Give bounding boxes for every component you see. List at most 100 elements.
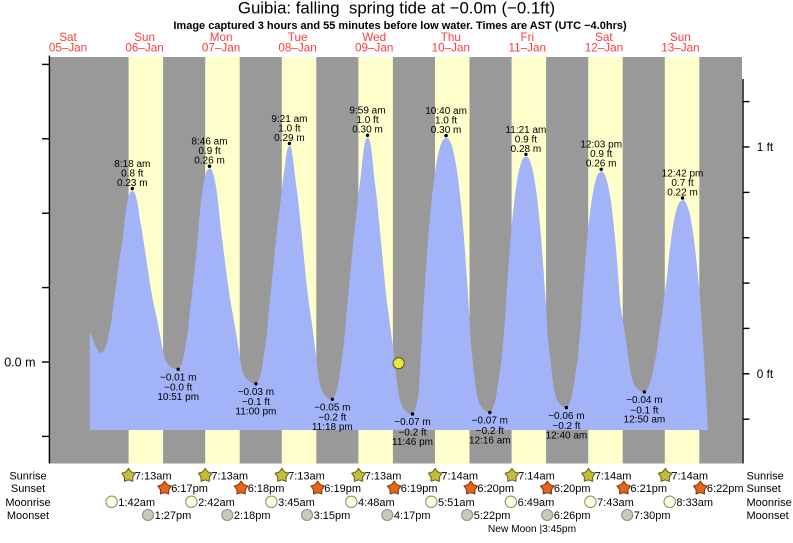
svg-text:1:42am: 1:42am <box>118 497 155 509</box>
svg-text:6:19pm: 6:19pm <box>324 483 361 495</box>
svg-text:0.23 m: 0.23 m <box>117 178 148 189</box>
svg-text:6:17pm: 6:17pm <box>171 483 208 495</box>
svg-text:0.8 ft: 0.8 ft <box>121 169 143 180</box>
svg-text:1.0 ft: 1.0 ft <box>278 123 300 134</box>
svg-text:1:27pm: 1:27pm <box>155 510 192 522</box>
svg-text:1.0 ft: 1.0 ft <box>356 115 378 126</box>
svg-text:Moonrise: Moonrise <box>747 497 792 509</box>
svg-text:1.0 ft: 1.0 ft <box>435 116 457 127</box>
svg-text:9:59 am: 9:59 am <box>349 106 385 117</box>
svg-text:Tue: Tue <box>288 31 308 44</box>
svg-text:06–Jan: 06–Jan <box>125 42 163 55</box>
svg-text:10:51 pm: 10:51 pm <box>157 392 199 403</box>
svg-text:05–Jan: 05–Jan <box>49 42 87 55</box>
svg-text:Sunset: Sunset <box>747 483 781 495</box>
svg-text:Moonset: Moonset <box>747 510 789 522</box>
svg-text:Moonrise: Moonrise <box>5 497 50 509</box>
svg-text:−0.03 m: −0.03 m <box>238 387 274 398</box>
svg-text:0.9 ft: 0.9 ft <box>515 134 537 145</box>
svg-text:Sunrise: Sunrise <box>9 471 46 483</box>
svg-text:12:42 pm: 12:42 pm <box>662 168 704 179</box>
svg-text:−0.2 ft: −0.2 ft <box>318 413 346 424</box>
svg-text:8:18 am: 8:18 am <box>114 159 150 170</box>
svg-text:0.26 m: 0.26 m <box>194 156 225 167</box>
svg-text:0.30 m: 0.30 m <box>352 125 383 136</box>
svg-text:09–Jan: 09–Jan <box>355 42 393 55</box>
svg-text:−0.07 m: −0.07 m <box>394 417 430 428</box>
svg-text:7:14am: 7:14am <box>518 471 555 483</box>
svg-text:7:13am: 7:13am <box>365 471 402 483</box>
svg-text:1 ft: 1 ft <box>757 140 774 154</box>
svg-text:11:18 pm: 11:18 pm <box>312 422 353 433</box>
svg-text:0 ft: 0 ft <box>757 367 774 381</box>
svg-text:7:14am: 7:14am <box>595 471 632 483</box>
svg-text:−0.04 m: −0.04 m <box>626 395 662 406</box>
svg-text:5:22pm: 5:22pm <box>474 510 511 522</box>
svg-text:3:15pm: 3:15pm <box>314 510 351 522</box>
svg-text:Sunset: Sunset <box>11 483 45 495</box>
svg-text:6:22pm: 6:22pm <box>707 483 744 495</box>
svg-text:7:13am: 7:13am <box>211 471 248 483</box>
svg-text:10–Jan: 10–Jan <box>432 42 470 55</box>
svg-text:12:03 pm: 12:03 pm <box>580 140 622 151</box>
svg-text:11:00 pm: 11:00 pm <box>235 407 276 418</box>
svg-text:7:14am: 7:14am <box>441 471 478 483</box>
svg-text:−0.2 ft: −0.2 ft <box>398 427 426 438</box>
svg-text:9:21 am: 9:21 am <box>271 114 307 125</box>
svg-text:7:14am: 7:14am <box>671 471 708 483</box>
svg-text:0.9 ft: 0.9 ft <box>590 149 612 160</box>
svg-text:0.9 ft: 0.9 ft <box>198 146 220 157</box>
svg-text:−0.1 ft: −0.1 ft <box>630 405 658 416</box>
svg-text:Image captured 3 hours and 55: Image captured 3 hours and 55 minutes be… <box>173 20 627 32</box>
svg-text:0.29 m: 0.29 m <box>274 133 305 144</box>
svg-text:6:18pm: 6:18pm <box>248 483 285 495</box>
svg-text:6:20pm: 6:20pm <box>477 483 514 495</box>
svg-text:0.22 m: 0.22 m <box>667 187 698 198</box>
svg-text:12–Jan: 12–Jan <box>585 42 623 55</box>
svg-text:7:13am: 7:13am <box>288 471 325 483</box>
svg-text:3:45am: 3:45am <box>278 497 315 509</box>
svg-text:−0.07 m: −0.07 m <box>472 416 508 427</box>
svg-text:New Moon |3:45pm: New Moon |3:45pm <box>488 524 576 535</box>
svg-text:−0.06 m: −0.06 m <box>548 411 584 422</box>
svg-text:−0.0 ft: −0.0 ft <box>164 383 192 394</box>
svg-text:7:43am: 7:43am <box>597 497 634 509</box>
svg-text:7:30pm: 7:30pm <box>634 510 671 522</box>
svg-text:11:46 pm: 11:46 pm <box>392 437 433 448</box>
svg-text:08–Jan: 08–Jan <box>278 42 316 55</box>
svg-text:10:40 am: 10:40 am <box>425 106 467 117</box>
svg-text:6:20pm: 6:20pm <box>554 483 591 495</box>
svg-text:Sun: Sun <box>670 31 691 44</box>
svg-text:0.28 m: 0.28 m <box>511 144 542 155</box>
svg-text:5:51am: 5:51am <box>438 497 475 509</box>
svg-text:Fri: Fri <box>520 31 534 44</box>
svg-text:6:49am: 6:49am <box>518 497 555 509</box>
svg-text:Sun: Sun <box>134 31 155 44</box>
svg-text:4:48am: 4:48am <box>358 497 395 509</box>
svg-text:−0.01 m: −0.01 m <box>160 373 196 384</box>
svg-text:2:18pm: 2:18pm <box>234 510 271 522</box>
svg-text:Thu: Thu <box>441 31 461 44</box>
svg-text:2:42am: 2:42am <box>198 497 235 509</box>
svg-text:11:21 am: 11:21 am <box>505 125 546 136</box>
svg-text:12:40 am: 12:40 am <box>546 430 588 441</box>
svg-text:Guibia: falling spring tide a: Guibia: falling spring tide at −0.0m (−0… <box>238 0 555 18</box>
svg-text:Sat: Sat <box>59 31 77 44</box>
svg-text:7:13am: 7:13am <box>135 471 172 483</box>
svg-text:12:50 am: 12:50 am <box>624 415 666 426</box>
svg-text:0.0 m: 0.0 m <box>4 356 35 370</box>
svg-text:11–Jan: 11–Jan <box>509 42 546 55</box>
svg-text:−0.1 ft: −0.1 ft <box>242 397 270 408</box>
svg-text:6:26pm: 6:26pm <box>554 510 591 522</box>
svg-text:Mon: Mon <box>210 31 233 44</box>
svg-text:Sat: Sat <box>595 31 613 44</box>
svg-text:4:17pm: 4:17pm <box>394 510 431 522</box>
svg-text:−0.05 m: −0.05 m <box>314 403 350 414</box>
svg-text:0.30 m: 0.30 m <box>431 125 462 136</box>
svg-text:07–Jan: 07–Jan <box>202 42 240 55</box>
svg-text:0.26 m: 0.26 m <box>586 159 617 170</box>
svg-text:8:46 am: 8:46 am <box>191 137 227 148</box>
svg-text:Moonset: Moonset <box>7 510 49 522</box>
svg-text:Sunrise: Sunrise <box>747 471 784 483</box>
svg-text:Wed: Wed <box>362 31 386 44</box>
